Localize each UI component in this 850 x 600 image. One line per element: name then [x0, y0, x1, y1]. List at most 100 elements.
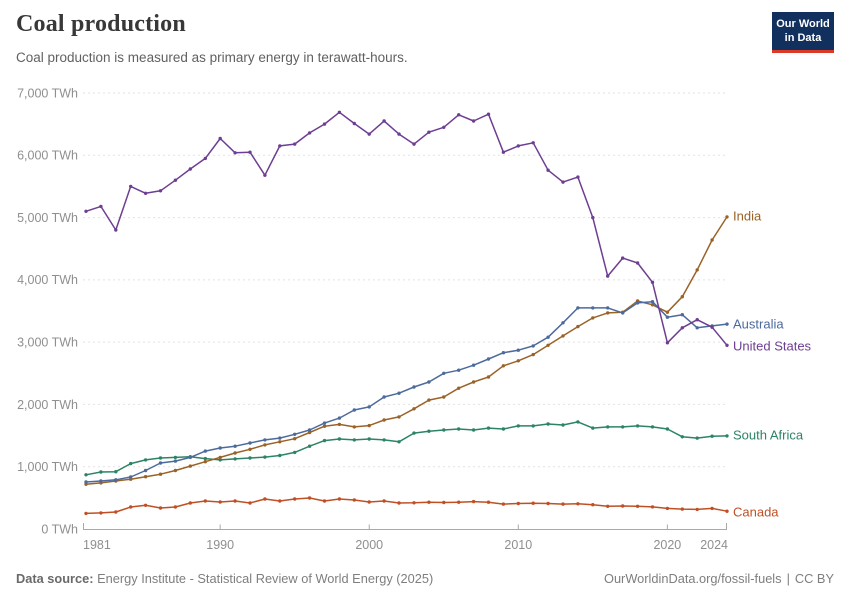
- data-point: [576, 306, 580, 310]
- data-point: [99, 479, 103, 483]
- data-point: [397, 415, 401, 419]
- data-point: [486, 112, 491, 116]
- data-point: [710, 506, 714, 511]
- data-point: [501, 150, 506, 154]
- data-point: [293, 497, 297, 501]
- y-tick-label: 6,000 TWh: [17, 149, 78, 163]
- y-tick-label: 4,000 TWh: [17, 273, 78, 287]
- data-point: [307, 496, 312, 500]
- data-point: [710, 238, 714, 242]
- data-point: [576, 324, 580, 329]
- series-line-south-africa: [85, 421, 728, 476]
- data-point: [143, 503, 148, 507]
- data-point: [233, 444, 237, 448]
- data-point: [248, 447, 252, 451]
- data-point: [129, 505, 133, 509]
- data-point: [129, 461, 133, 466]
- owid-logo-line1: Our World: [776, 18, 830, 30]
- license-text: CC BY: [794, 571, 834, 586]
- data-point: [725, 215, 729, 219]
- data-point: [84, 480, 88, 484]
- data-point: [218, 458, 222, 462]
- data-point: [710, 325, 714, 329]
- data-point: [486, 426, 491, 430]
- data-point: [650, 505, 655, 509]
- x-tick-label: 1990: [206, 538, 234, 552]
- data-point: [531, 141, 535, 145]
- data-point: [322, 438, 327, 443]
- data-point: [382, 395, 386, 399]
- y-gridlines: 0 TWh 1,000 TWh 2,000 TWh 3,000 TWh 4,000 TW…: [17, 86, 727, 536]
- series-united-states: United States: [84, 110, 812, 354]
- data-point: [725, 509, 729, 513]
- y-tick-label: 0 TWh: [41, 522, 78, 536]
- data-point: [546, 343, 550, 347]
- data-point: [263, 438, 267, 442]
- data-point: [84, 209, 88, 213]
- data-point: [725, 322, 729, 326]
- data-point: [84, 511, 88, 516]
- data-point: [307, 131, 312, 135]
- data-point: [114, 228, 118, 232]
- data-point: [501, 502, 506, 506]
- data-point: [471, 428, 476, 432]
- data-point: [650, 425, 655, 429]
- x-tick-label: 2000: [355, 538, 383, 552]
- data-point: [546, 335, 550, 339]
- series-label-south-africa: South Africa: [733, 427, 804, 442]
- data-point: [695, 436, 699, 440]
- data-point: [695, 268, 699, 272]
- data-point: [427, 429, 431, 433]
- data-point: [173, 505, 178, 509]
- data-point: [695, 507, 699, 512]
- data-point: [442, 371, 446, 375]
- data-point: [665, 310, 670, 314]
- x-tick-label: 2020: [653, 538, 681, 552]
- data-point: [501, 351, 506, 355]
- data-point: [665, 341, 670, 345]
- data-point: [516, 359, 520, 363]
- series-label-canada: Canada: [733, 505, 779, 520]
- data-point: [352, 438, 356, 442]
- data-point: [99, 204, 103, 209]
- owid-link[interactable]: OurWorldinData.org/fossil-fuels: [603, 571, 782, 586]
- data-point: [158, 472, 163, 476]
- data-point: [263, 173, 267, 177]
- data-point: [352, 408, 356, 412]
- y-tick-label: 7,000 TWh: [17, 86, 78, 100]
- data-point: [486, 357, 491, 361]
- data-point: [412, 501, 416, 505]
- data-point: [337, 110, 342, 115]
- data-point: [248, 150, 252, 154]
- data-point: [621, 425, 625, 429]
- footer-right: OurWorldinData.org/fossil-fuels | CC BY: [604, 571, 834, 586]
- x-axis: 1981 1990 2000 2010 2020 2024: [83, 523, 728, 552]
- data-point: [412, 142, 416, 146]
- data-point: [665, 427, 670, 431]
- data-point: [457, 427, 461, 431]
- data-point: [516, 501, 520, 506]
- data-point: [203, 156, 207, 161]
- data-point: [173, 455, 178, 460]
- data-point: [531, 344, 535, 348]
- owid-logo-line2: in Data: [784, 32, 822, 45]
- data-point: [337, 497, 342, 501]
- data-point: [173, 468, 178, 473]
- data-point: [680, 435, 684, 439]
- data-point: [188, 464, 192, 468]
- data-point: [516, 424, 520, 428]
- data-point: [606, 425, 610, 429]
- data-point: [621, 256, 625, 260]
- data-point: [367, 423, 371, 428]
- data-point: [233, 499, 237, 503]
- data-point: [531, 501, 535, 505]
- data-point: [114, 470, 118, 474]
- data-point: [158, 461, 163, 465]
- data-point: [158, 456, 163, 460]
- data-point: [382, 499, 386, 503]
- data-point: [188, 455, 192, 460]
- data-point: [188, 167, 192, 171]
- data-point: [337, 416, 342, 420]
- data-point: [516, 144, 520, 148]
- data-point: [576, 420, 580, 424]
